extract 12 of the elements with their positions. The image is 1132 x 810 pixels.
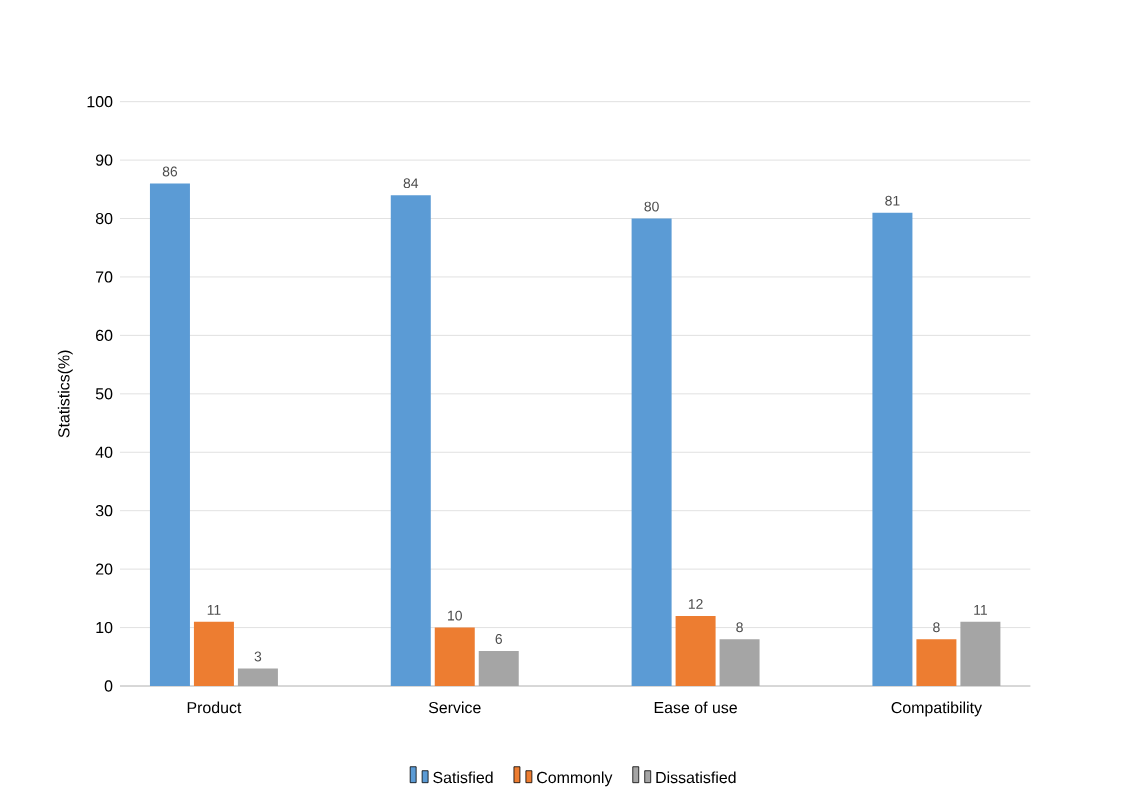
bar [675, 615, 716, 686]
bar [631, 218, 672, 686]
bar [149, 183, 190, 686]
bar [434, 627, 475, 686]
bar [193, 621, 234, 686]
bar [916, 639, 957, 686]
bar [237, 668, 278, 686]
bar [478, 650, 519, 686]
bar [960, 621, 1001, 686]
bar [872, 212, 913, 686]
bar [719, 639, 760, 686]
bar [390, 195, 431, 686]
